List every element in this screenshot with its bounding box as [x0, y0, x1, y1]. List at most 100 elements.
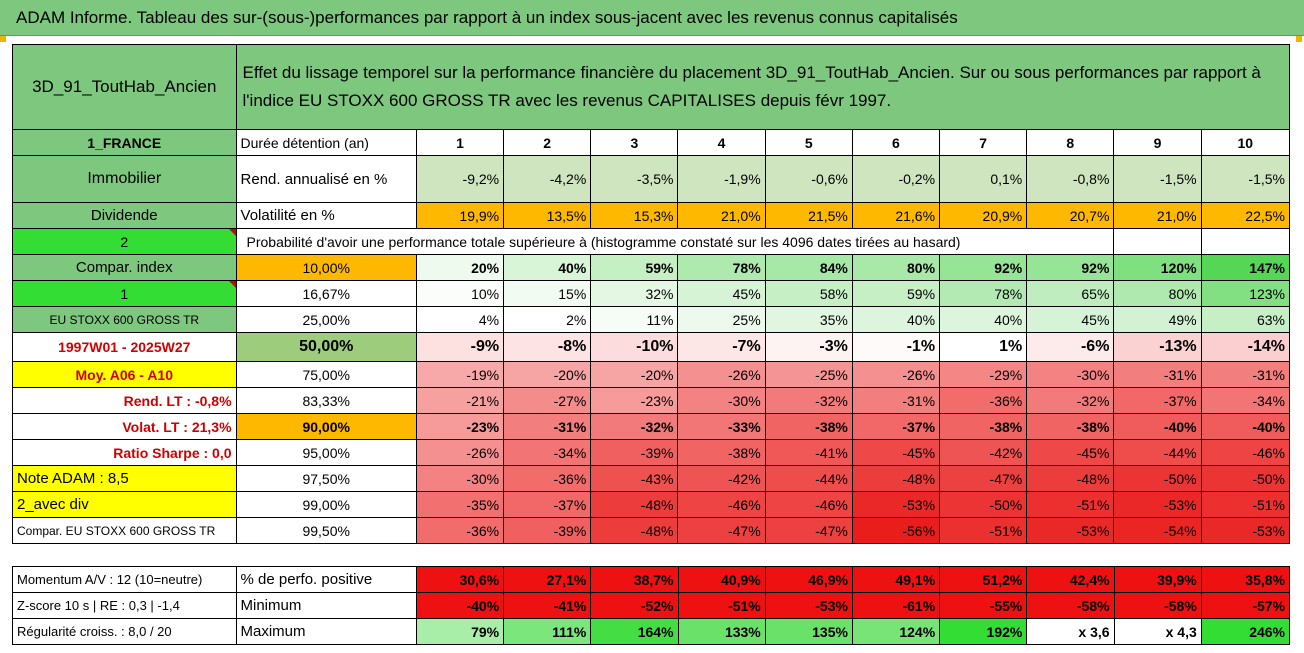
quantile-value-cell[interactable]: -48%	[1026, 465, 1115, 492]
statistic-value-cell[interactable]: 38,7%	[590, 566, 679, 593]
quantile-value-cell[interactable]: -47%	[677, 517, 766, 544]
volatility-cell[interactable]: 15,3%	[590, 202, 679, 229]
quantile-value-cell[interactable]: -27%	[503, 387, 592, 414]
statistic-value-cell[interactable]: x 4,3	[1113, 618, 1202, 645]
quantile-value-cell[interactable]: -31%	[1200, 361, 1291, 388]
statistic-value-cell[interactable]: -40%	[415, 592, 505, 619]
quantile-value-cell[interactable]: -42%	[677, 465, 766, 492]
volatility-cell[interactable]: 19,9%	[415, 202, 505, 229]
rendement-cell[interactable]: -0,2%	[851, 155, 941, 203]
quantile-value-cell[interactable]: -3%	[764, 332, 853, 362]
dividend-mode-cell[interactable]: 2_avec div	[12, 491, 237, 518]
quantile-value-cell[interactable]: -47%	[764, 517, 853, 544]
statistic-value-cell[interactable]: 192%	[939, 618, 1028, 645]
quantile-value-cell[interactable]: -25%	[764, 361, 853, 388]
duration-cell[interactable]: 7	[939, 129, 1028, 156]
quantile-value-cell[interactable]: 32%	[590, 280, 679, 307]
quantile-value-cell[interactable]: -32%	[764, 387, 853, 414]
duration-cell[interactable]: 9	[1113, 129, 1202, 156]
quantile-value-cell[interactable]: -35%	[415, 491, 505, 518]
duration-label-cell[interactable]: Durée détention (an)	[235, 129, 417, 156]
quantile-value-cell[interactable]: 45%	[677, 280, 766, 307]
statistic-value-cell[interactable]: 40,9%	[677, 566, 766, 593]
quantile-value-cell[interactable]: 45%	[1026, 306, 1115, 333]
ratio-sharpe-cell[interactable]: Ratio Sharpe : 0,0	[12, 439, 237, 466]
quantile-value-cell[interactable]: 147%	[1200, 254, 1291, 281]
statistic-value-cell[interactable]: 79%	[415, 618, 505, 645]
quantile-value-cell[interactable]: -21%	[415, 387, 505, 414]
quantile-value-cell[interactable]: 92%	[1026, 254, 1115, 281]
statistic-value-cell[interactable]: 164%	[590, 618, 679, 645]
statistic-value-cell[interactable]: x 3,6	[1026, 618, 1115, 645]
quantile-value-cell[interactable]: -1%	[851, 332, 941, 362]
quantile-value-cell[interactable]: -40%	[1113, 413, 1202, 440]
quantile-value-cell[interactable]: -50%	[1200, 465, 1291, 492]
statistic-value-cell[interactable]: -53%	[764, 592, 853, 619]
volatility-label-cell[interactable]: Volatilité en %	[235, 202, 417, 229]
quantile-value-cell[interactable]: -14%	[1200, 332, 1291, 362]
quantile-value-cell[interactable]: 59%	[851, 280, 941, 307]
quantile-value-cell[interactable]: 59%	[590, 254, 679, 281]
statistic-value-cell[interactable]: -57%	[1200, 592, 1291, 619]
empty-cell[interactable]	[1200, 228, 1291, 255]
quantile-value-cell[interactable]: -31%	[851, 387, 941, 414]
quantile-value-cell[interactable]: -54%	[1113, 517, 1202, 544]
quantile-value-cell[interactable]: 1%	[939, 332, 1028, 362]
duration-cell[interactable]: 2	[503, 129, 592, 156]
quantile-value-cell[interactable]: -45%	[1026, 439, 1115, 466]
quantile-value-cell[interactable]: -36%	[503, 465, 592, 492]
quantile-value-cell[interactable]: -40%	[1200, 413, 1291, 440]
volatility-cell[interactable]: 20,9%	[939, 202, 1028, 229]
quantile-value-cell[interactable]: 11%	[590, 306, 679, 333]
selector-two-cell[interactable]: 2	[12, 228, 237, 255]
volatility-cell[interactable]: 21,5%	[764, 202, 853, 229]
statistic-label-cell[interactable]: Minimum	[235, 592, 417, 619]
statistic-value-cell[interactable]: -52%	[590, 592, 679, 619]
quantile-value-cell[interactable]: 35%	[764, 306, 853, 333]
duration-cell[interactable]: 8	[1026, 129, 1115, 156]
quantile-value-cell[interactable]: -23%	[590, 387, 679, 414]
momentum-cell[interactable]: Momentum A/V : 12 (10=neutre)	[12, 566, 237, 593]
statistic-value-cell[interactable]: 124%	[851, 618, 941, 645]
quantile-value-cell[interactable]: -30%	[1026, 361, 1115, 388]
quantile-value-cell[interactable]: -41%	[764, 439, 853, 466]
quantile-value-cell[interactable]: -46%	[677, 491, 766, 518]
statistic-value-cell[interactable]: 135%	[764, 618, 853, 645]
quantile-value-cell[interactable]: -30%	[677, 387, 766, 414]
quantile-value-cell[interactable]: -50%	[1113, 465, 1202, 492]
quantile-value-cell[interactable]: 84%	[764, 254, 853, 281]
quantile-cell[interactable]: 97,50%	[235, 465, 417, 492]
quantile-value-cell[interactable]: 78%	[677, 254, 766, 281]
quantile-cell[interactable]: 16,67%	[235, 280, 417, 307]
quantile-value-cell[interactable]: -29%	[939, 361, 1028, 388]
quantile-cell[interactable]: 10,00%	[235, 254, 417, 281]
quantile-cell[interactable]: 50,00%	[235, 332, 417, 362]
quantile-cell[interactable]: 99,50%	[235, 517, 417, 544]
selector-one-cell[interactable]: 1	[12, 280, 237, 307]
quantile-value-cell[interactable]: -31%	[1113, 361, 1202, 388]
country-cell[interactable]: 1_FRANCE	[12, 129, 237, 156]
quantile-value-cell[interactable]: 25%	[677, 306, 766, 333]
quantile-value-cell[interactable]: -38%	[764, 413, 853, 440]
quantile-value-cell[interactable]: -34%	[1200, 387, 1291, 414]
rend-lt-cell[interactable]: Rend. LT : -0,8%	[12, 387, 237, 414]
quantile-value-cell[interactable]: -34%	[503, 439, 592, 466]
quantile-cell[interactable]: 99,00%	[235, 491, 417, 518]
quantile-value-cell[interactable]: 40%	[851, 306, 941, 333]
quantile-value-cell[interactable]: -9%	[415, 332, 505, 362]
duration-cell[interactable]: 4	[677, 129, 766, 156]
quantile-value-cell[interactable]: -51%	[1200, 491, 1291, 518]
quantile-value-cell[interactable]: -53%	[851, 491, 941, 518]
quantile-value-cell[interactable]: -10%	[590, 332, 679, 362]
index-name-cell[interactable]: EU STOXX 600 GROSS TR	[12, 306, 237, 333]
quantile-value-cell[interactable]: -32%	[1026, 387, 1115, 414]
quantile-value-cell[interactable]: -31%	[503, 413, 592, 440]
description-cell[interactable]: Effet du lissage temporel sur la perform…	[235, 44, 1291, 130]
quantile-value-cell[interactable]: -39%	[503, 517, 592, 544]
quantile-value-cell[interactable]: -7%	[677, 332, 766, 362]
quantile-value-cell[interactable]: -48%	[590, 517, 679, 544]
volatility-cell[interactable]: 21,0%	[677, 202, 766, 229]
statistic-value-cell[interactable]: 46,9%	[764, 566, 853, 593]
duration-cell[interactable]: 6	[851, 129, 941, 156]
quantile-value-cell[interactable]: -37%	[851, 413, 941, 440]
